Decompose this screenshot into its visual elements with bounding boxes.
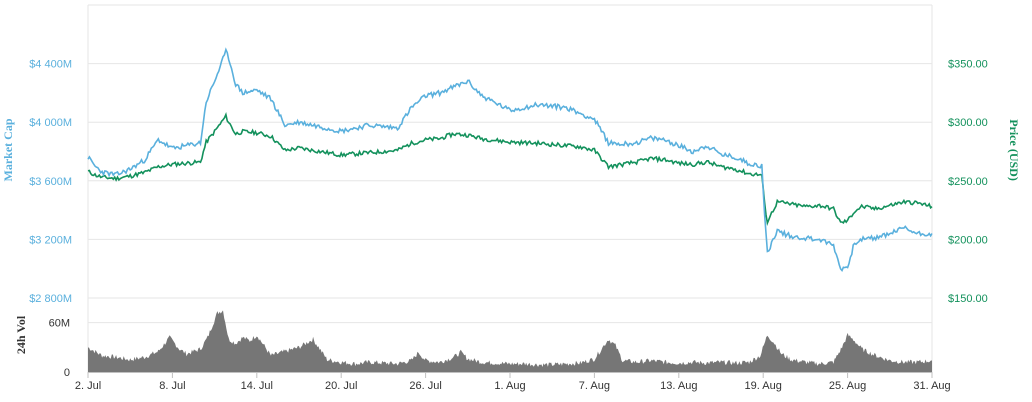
x-axis-tick-label: 2. Jul bbox=[75, 380, 101, 392]
x-axis-tick-label: 13. Aug bbox=[660, 380, 697, 392]
x-axis-tick-label: 7. Aug bbox=[579, 380, 610, 392]
x-axis-tick-label: 8. Jul bbox=[159, 380, 185, 392]
x-axis-tick-label: 1. Aug bbox=[494, 380, 525, 392]
market-cap-line bbox=[87, 47, 933, 272]
left-axis-tick-label: $4 000M bbox=[29, 117, 72, 129]
right-axis-tick-label: $350.00 bbox=[948, 59, 988, 71]
right-axis-tick-label: $250.00 bbox=[948, 176, 988, 188]
price-series bbox=[87, 112, 933, 226]
x-axis-tick-label: 26. Jul bbox=[409, 380, 441, 392]
volume-axis-title: 24h Vol bbox=[14, 315, 28, 354]
price-line bbox=[87, 112, 933, 226]
x-axis-tick-label: 19. Aug bbox=[745, 380, 782, 392]
x-axis-tick-label: 20. Jul bbox=[325, 380, 357, 392]
left-axis-title: Market Cap bbox=[1, 118, 15, 181]
market-cap-series bbox=[87, 47, 933, 272]
gridlines bbox=[87, 4, 933, 372]
volume-area bbox=[88, 310, 932, 372]
right-axis-tick-label: $300.00 bbox=[948, 117, 988, 129]
right-axis-title: Price (USD) bbox=[1007, 119, 1021, 181]
left-axis-tick-label: $4 400M bbox=[29, 59, 72, 71]
volume-area-path bbox=[88, 310, 932, 372]
x-axis-tick-label: 14. Jul bbox=[241, 380, 273, 392]
left-axis-tick-label: $3 200M bbox=[29, 234, 72, 246]
volume-axis-tick-label: 0 bbox=[64, 367, 70, 379]
x-axis-tick-label: 31. Aug bbox=[913, 380, 950, 392]
left-axis-tick-label: $3 600M bbox=[29, 176, 72, 188]
x-axis-tick-label: 25. Aug bbox=[829, 380, 866, 392]
volume-axis-tick-label: 60M bbox=[49, 318, 70, 330]
left-axis-tick-label: $2 800M bbox=[29, 293, 72, 305]
right-axis-tick-label: $200.00 bbox=[948, 234, 988, 246]
axes: $2 800M $3 200M $3 600M $4 000M $4 400M $150.… bbox=[29, 59, 988, 392]
right-axis-tick-label: $150.00 bbox=[948, 293, 988, 305]
